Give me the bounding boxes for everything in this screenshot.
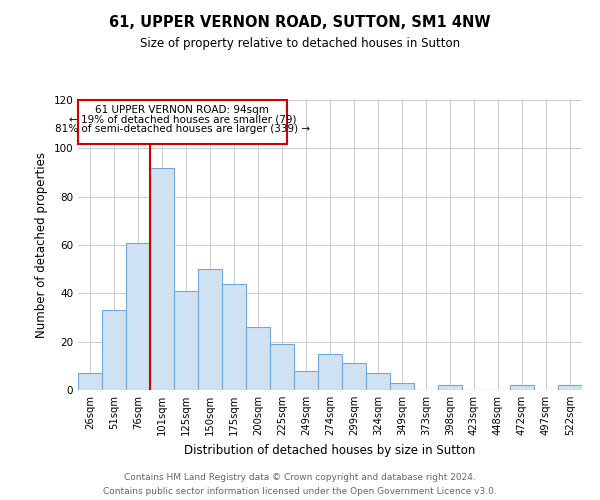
Bar — [342, 364, 366, 390]
Bar — [150, 168, 174, 390]
X-axis label: Distribution of detached houses by size in Sutton: Distribution of detached houses by size … — [184, 444, 476, 456]
Bar — [246, 327, 270, 390]
Text: Size of property relative to detached houses in Sutton: Size of property relative to detached ho… — [140, 38, 460, 51]
Bar — [102, 310, 126, 390]
Bar — [318, 354, 342, 390]
Text: ← 19% of detached houses are smaller (79): ← 19% of detached houses are smaller (79… — [68, 114, 296, 124]
Bar — [366, 373, 390, 390]
Bar — [174, 291, 198, 390]
Bar — [78, 373, 102, 390]
FancyBboxPatch shape — [78, 100, 287, 144]
Y-axis label: Number of detached properties: Number of detached properties — [35, 152, 48, 338]
Bar — [438, 385, 462, 390]
Bar — [558, 385, 582, 390]
Text: 61, UPPER VERNON ROAD, SUTTON, SM1 4NW: 61, UPPER VERNON ROAD, SUTTON, SM1 4NW — [109, 15, 491, 30]
Bar — [390, 383, 414, 390]
Text: 81% of semi-detached houses are larger (339) →: 81% of semi-detached houses are larger (… — [55, 124, 310, 134]
Text: Contains HM Land Registry data © Crown copyright and database right 2024.: Contains HM Land Registry data © Crown c… — [124, 472, 476, 482]
Text: 61 UPPER VERNON ROAD: 94sqm: 61 UPPER VERNON ROAD: 94sqm — [95, 105, 269, 115]
Bar — [222, 284, 246, 390]
Bar — [510, 385, 534, 390]
Bar — [270, 344, 294, 390]
Bar — [126, 242, 150, 390]
Bar — [198, 269, 222, 390]
Text: Contains public sector information licensed under the Open Government Licence v3: Contains public sector information licen… — [103, 488, 497, 496]
Bar — [294, 370, 318, 390]
